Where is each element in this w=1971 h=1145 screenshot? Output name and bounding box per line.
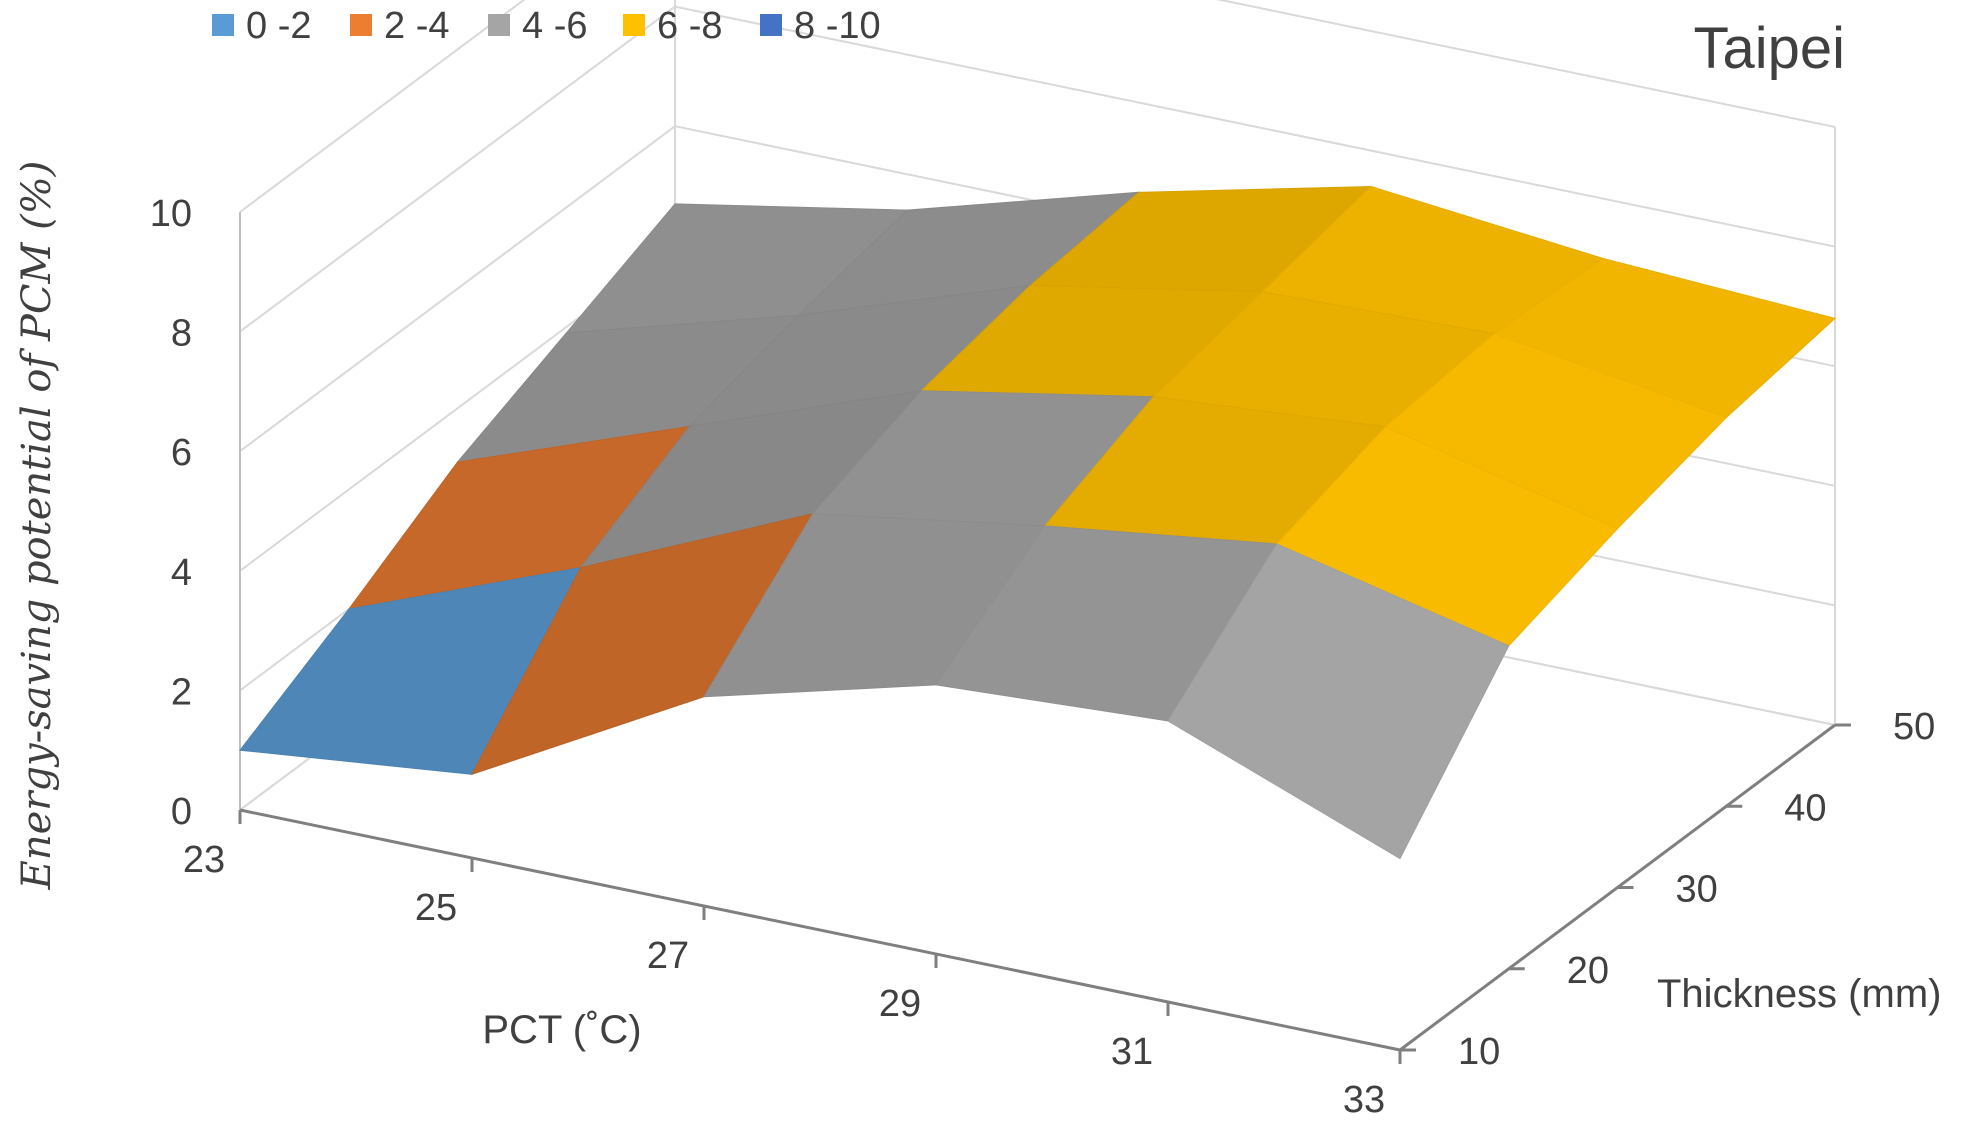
legend-swatch [488,14,510,36]
depth-axis-title: Thickness (mm) [1657,972,1941,1016]
x-axis-title: PCT (˚C) [482,1008,641,1052]
chart-title: Taipei [1693,16,1845,81]
depth-tick-label: 30 [1676,869,1718,911]
y-tick-label: 8 [171,313,192,355]
x-tick-label: 33 [1343,1079,1385,1121]
surface-patch [1167,543,1510,860]
y-tick-label: 0 [171,791,192,833]
depth-tick-label: 20 [1567,950,1609,992]
x-tick-label: 29 [879,983,921,1025]
axes: 23 25 27 29 31 33 10 20 30 40 50 0 2 4 6 8 10 [150,193,1936,1121]
legend-swatch [760,14,782,36]
legend-swatch [350,14,372,36]
y-tick-label: 4 [171,552,192,594]
depth-tick-label: 50 [1893,706,1935,748]
y-tick-label: 10 [150,193,192,235]
legend-label: 8 -10 [794,5,881,47]
legend-swatch [623,14,645,36]
x-tick-label: 23 [183,839,225,881]
legend-label: 0 -2 [246,5,311,47]
x-tick-label: 31 [1111,1031,1153,1073]
depth-tick-label: 10 [1458,1031,1500,1073]
surface [239,185,1837,860]
gridline-y-10 [239,0,1836,213]
legend-swatch [212,14,234,36]
y-tick-label: 6 [171,432,192,474]
x-tick-label: 27 [647,935,689,977]
legend-label: 2 -4 [384,5,449,47]
y-axis-title: Energy-saving potential of PCM (%) [14,161,60,891]
depth-tick-label: 40 [1784,787,1826,829]
legend-label: 4 -6 [522,5,587,47]
legend: 0 -2 2 -4 4 -6 6 -8 8 -10 [212,5,881,47]
x-axis-line [239,808,1401,1052]
y-tick-label: 2 [171,671,192,713]
x-tick-label: 25 [415,887,457,929]
legend-label: 6 -8 [657,5,722,47]
